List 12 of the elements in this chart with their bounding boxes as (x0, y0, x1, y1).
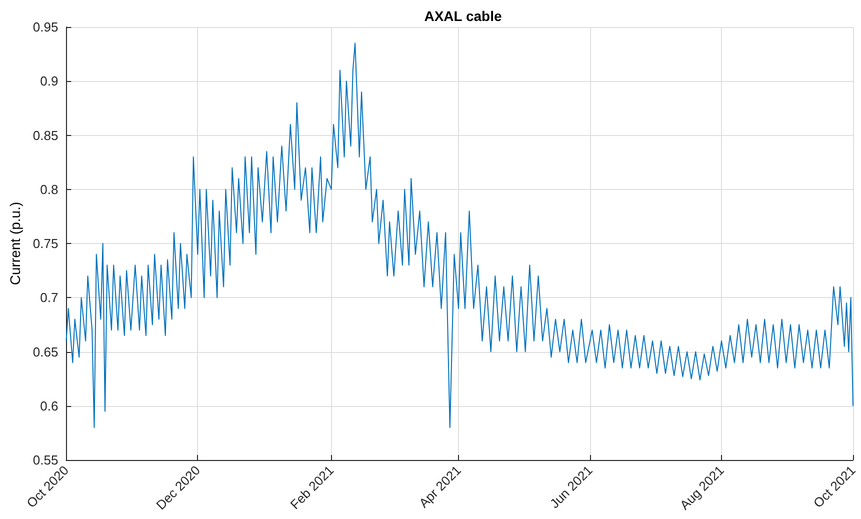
line-series (66, 42, 854, 428)
chart-title: AXAL cable (424, 8, 502, 24)
y-tick-label: 0.85 (32, 128, 58, 143)
y-axis-title: Current (p.u.) (7, 202, 23, 286)
y-tick-label: 0.9 (40, 74, 58, 89)
y-tick-label: 0.95 (32, 20, 58, 34)
y-tick-label: 0.7 (40, 290, 58, 306)
y-tick-label: 0.65 (32, 344, 58, 360)
y-tick-label: 0.55 (32, 452, 58, 468)
y-tick-label: 0.6 (40, 398, 58, 414)
y-tick-label: 0.75 (32, 236, 58, 251)
y-tick-label: 0.8 (40, 182, 58, 197)
